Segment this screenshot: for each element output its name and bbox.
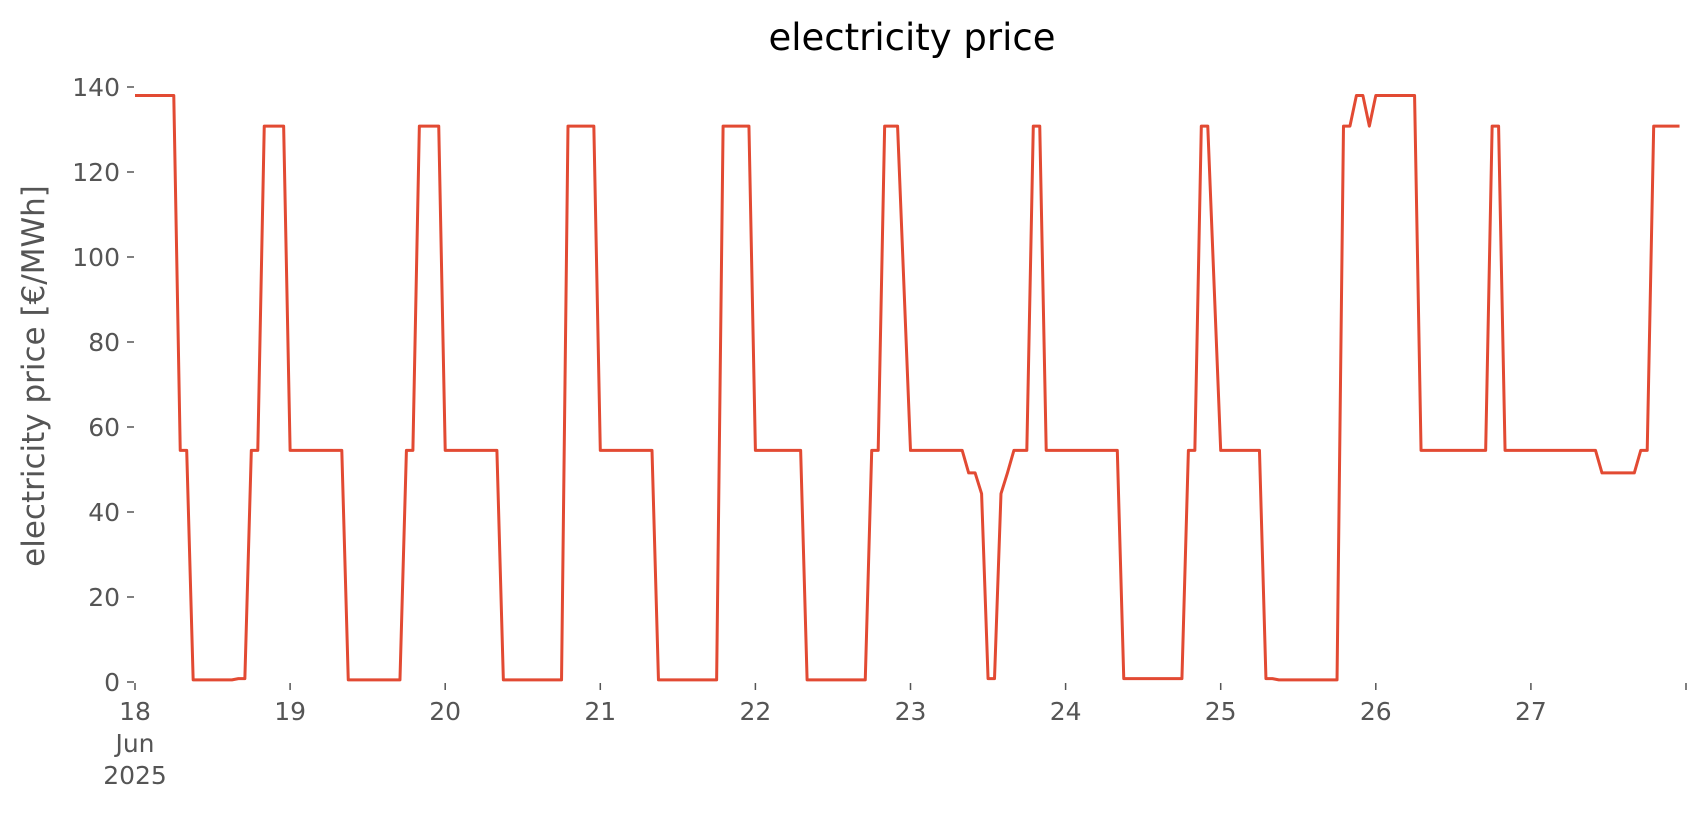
x-tick-label: 26 (1360, 697, 1392, 726)
plot-area (135, 94, 1680, 682)
y-axis-label: electricity price [€/MWh] (16, 185, 52, 567)
y-axis: 0 20 40 60 80 100 120 140 (72, 73, 134, 697)
y-tick-label: 120 (72, 158, 120, 187)
x-axis: 18 Jun 2025 19 20 21 22 23 24 25 26 27 (103, 683, 1687, 790)
x-tick-label: 24 (1050, 697, 1082, 726)
x-tick-label: 27 (1515, 697, 1547, 726)
x-tick-label: 18 Jun 2025 (103, 697, 167, 790)
x-tick-label: 19 (274, 697, 306, 726)
x-tick-label: 23 (895, 697, 927, 726)
x-tick-label: 21 (584, 697, 616, 726)
y-tick-label: 0 (104, 668, 120, 697)
y-tick-label: 40 (88, 498, 120, 527)
x-tick-label: 25 (1205, 697, 1237, 726)
y-tick-label: 60 (88, 413, 120, 442)
y-tick-label: 80 (88, 328, 120, 357)
x-tick-label: 20 (429, 697, 461, 726)
y-tick-label: 20 (88, 583, 120, 612)
series-line-0 (135, 94, 1680, 682)
chart-title: electricity price (768, 16, 1055, 59)
x-tick-label: 22 (739, 697, 771, 726)
y-tick-label: 140 (72, 73, 120, 102)
y-tick-label: 100 (72, 243, 120, 272)
